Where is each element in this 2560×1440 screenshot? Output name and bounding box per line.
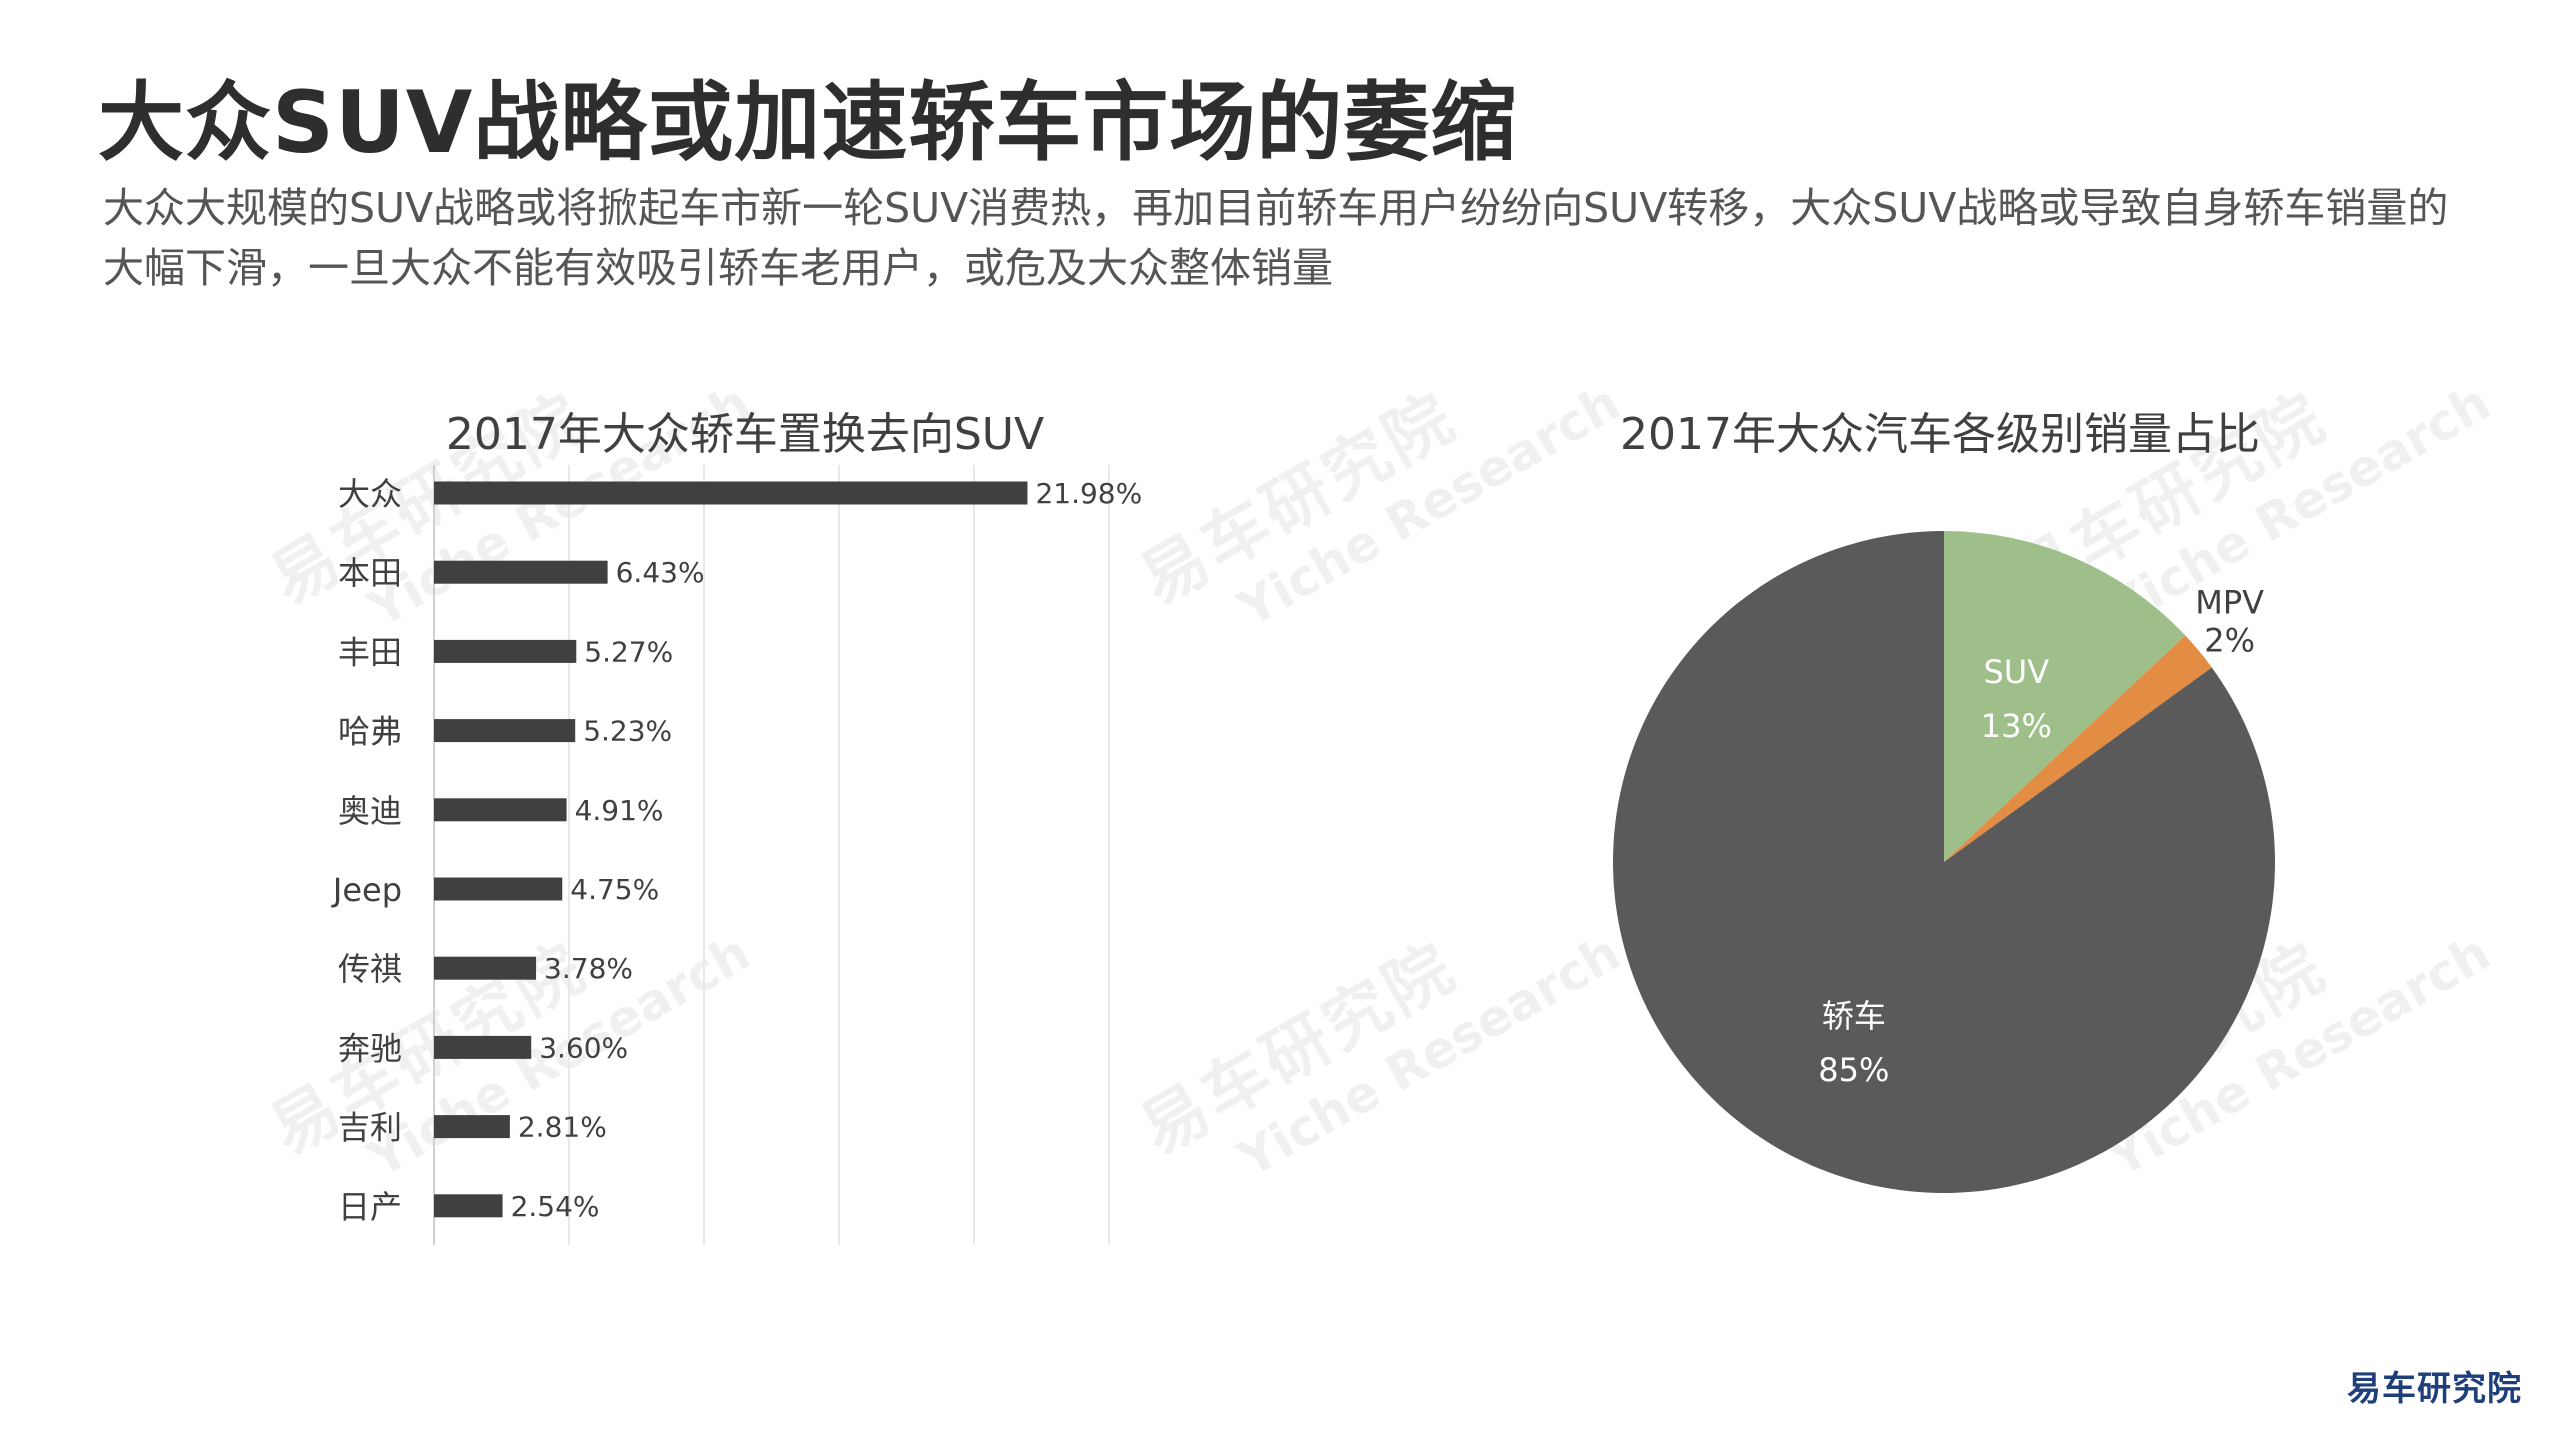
bar [434,560,608,584]
brand-logo: 易车研究院 [2347,1369,2522,1409]
category-label: 奔驰 [338,1029,402,1067]
category-label: 大众 [338,475,402,513]
bar [434,956,537,980]
pie-slice [1613,531,2275,1193]
pie-slice-label: 轿车 [1822,997,1886,1035]
bar [434,1115,510,1139]
category-label: 奥迪 [338,792,402,830]
page-subtitle: 大众大规模的SUV战略或将掀起车市新一轮SUV消费热，再加目前轿车用户纷纷向SU… [103,184,2449,292]
bar [434,877,563,901]
category-label: 日产 [338,1188,402,1226]
bar [434,719,576,743]
pie-slice-label: SUV [1983,653,2049,691]
bar-chart: 大众 21.98% 本田 6.43% 丰田 5.27% 哈弗 5.23% 奥迪 4.91% Jeep… [331,465,1142,1245]
bar-value-label: 2.54% [511,1190,600,1223]
pie-chart-title: 2017年大众汽车各级别销量占比 [1620,409,2260,460]
category-label: Jeep [331,871,402,909]
bar [434,1035,532,1059]
bar [434,1194,503,1218]
category-label: 传祺 [338,950,402,988]
bar-value-label: 4.91% [575,794,664,827]
category-label: 本田 [338,554,402,592]
bar-value-label: 4.75% [570,873,659,906]
category-label: 吉利 [338,1109,402,1147]
bar [434,798,567,822]
pie-slice-value: 85% [1818,1051,1889,1089]
category-label: 丰田 [338,633,402,671]
pie-slice [1944,531,2186,862]
bar-value-label: 3.60% [539,1031,628,1064]
pie-slice-label: MPV [2195,584,2264,622]
bar [434,481,1028,505]
pie-slice-value: 2% [2204,622,2255,660]
bar-value-label: 21.98% [1035,477,1142,510]
bar-value-label: 6.43% [616,556,705,589]
bar-value-label: 3.78% [544,952,633,985]
bar-value-label: 5.27% [584,635,673,668]
bar [434,639,577,663]
bar-chart-title: 2017年大众轿车置换去向SUV [445,409,1045,460]
page-title: 大众SUV战略或加速轿车市场的萎缩 [98,73,1518,173]
category-label: 哈弗 [338,713,402,751]
bar-value-label: 2.81% [518,1111,607,1144]
bar-value-label: 5.23% [583,715,672,748]
pie-slice [1944,635,2212,862]
pie-slice-value: 13% [1981,707,2052,745]
